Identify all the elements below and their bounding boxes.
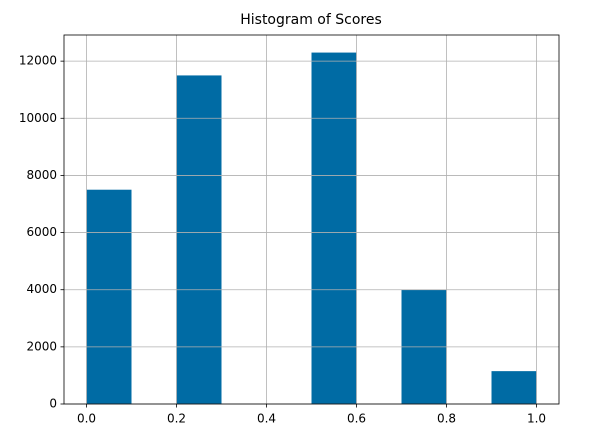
x-tick-label: 1.0: [527, 412, 546, 426]
x-tick-label: 0.0: [77, 412, 96, 426]
chart-title: Histogram of Scores: [240, 12, 382, 28]
x-tick-label: 0.2: [167, 412, 186, 426]
x-tick-label: 0.4: [257, 412, 276, 426]
x-tick-label: 0.6: [347, 412, 366, 426]
y-tick-label: 0: [49, 397, 57, 411]
bar: [86, 189, 132, 404]
plot-frame: [63, 34, 560, 405]
y-tick-label: 12000: [19, 54, 57, 68]
y-tick-label: 10000: [19, 111, 57, 125]
y-tick-label: 2000: [26, 339, 57, 353]
y-tick-label: 6000: [26, 225, 57, 239]
y-tick-label: 8000: [26, 168, 57, 182]
bar: [491, 371, 537, 404]
y-tick-label: 4000: [26, 282, 57, 296]
x-tick-label: 0.8: [437, 412, 456, 426]
bar: [311, 52, 357, 404]
bar: [176, 75, 222, 404]
